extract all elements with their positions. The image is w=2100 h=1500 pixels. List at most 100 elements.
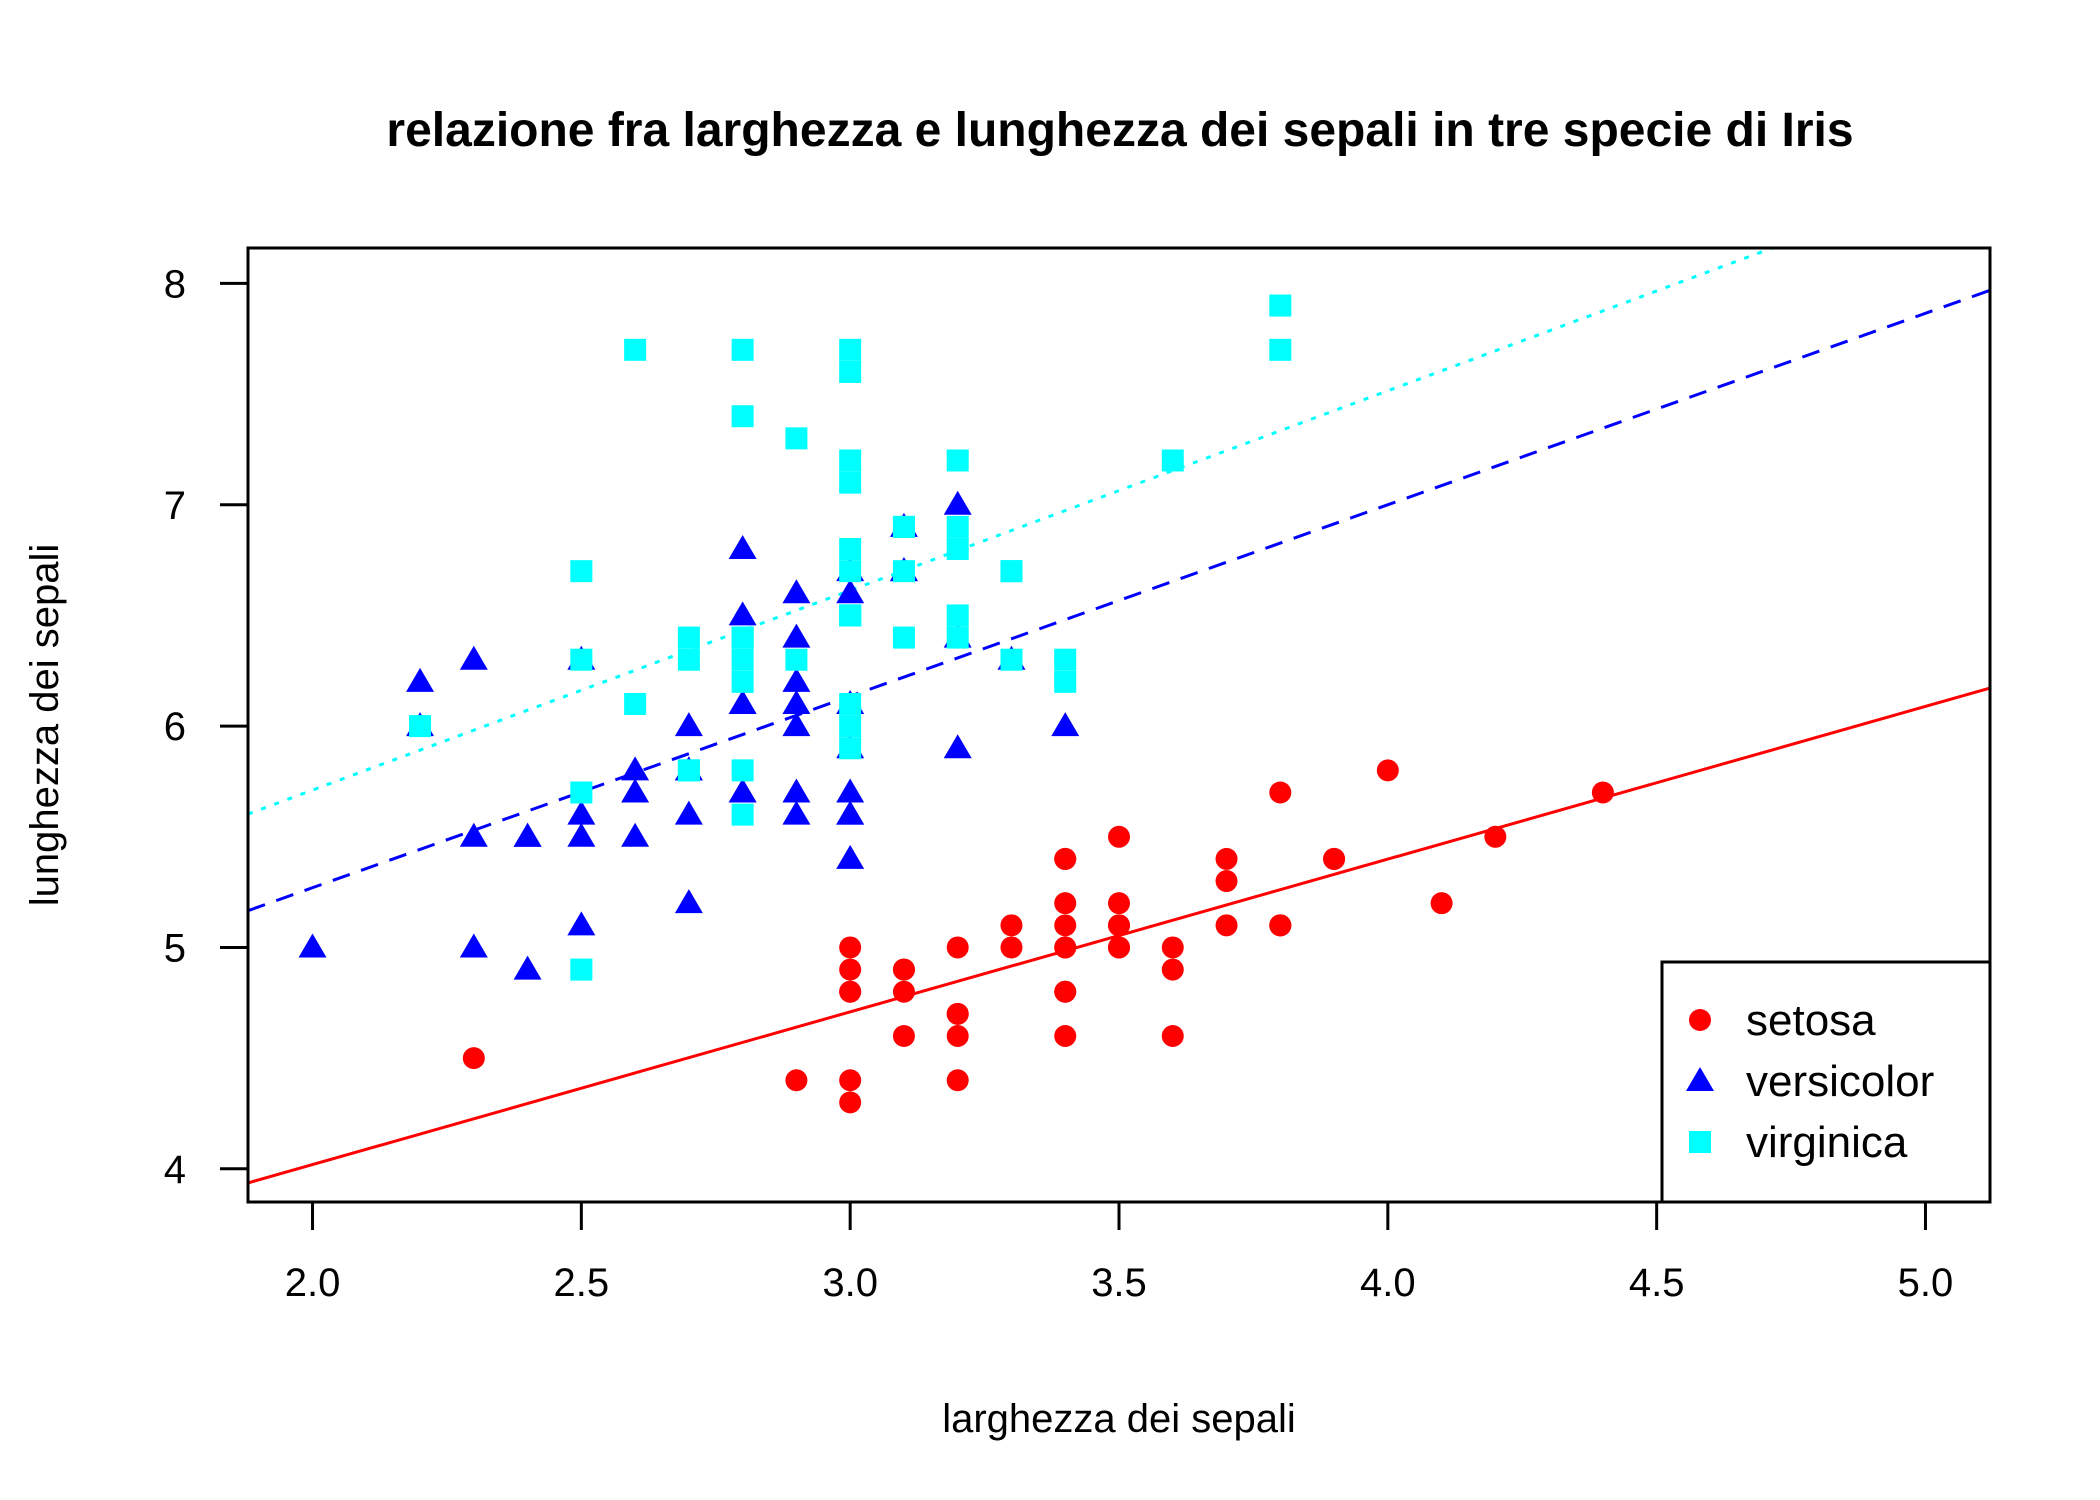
point-virginica <box>839 449 862 472</box>
point-setosa <box>1323 847 1346 870</box>
x-tick-label: 4.5 <box>1629 1261 1685 1305</box>
point-virginica <box>677 648 700 671</box>
point-setosa <box>1269 781 1292 804</box>
legend-label-versicolor: versicolor <box>1746 1057 1934 1106</box>
point-virginica <box>731 759 754 782</box>
point-setosa <box>1484 825 1507 848</box>
point-versicolor <box>674 889 703 914</box>
point-versicolor <box>836 800 865 825</box>
point-virginica <box>892 626 915 649</box>
regression-line-versicolor <box>248 288 1990 913</box>
point-setosa <box>1054 892 1077 915</box>
point-virginica <box>677 759 700 782</box>
point-versicolor <box>621 778 650 803</box>
point-virginica <box>731 670 754 693</box>
point-virginica <box>839 360 862 383</box>
point-virginica <box>1269 294 1292 317</box>
point-setosa <box>839 936 862 959</box>
point-setosa <box>1161 1024 1184 1047</box>
point-setosa <box>1161 936 1184 959</box>
point-setosa <box>1054 1024 1077 1047</box>
point-virginica <box>946 449 969 472</box>
x-tick-label: 4.0 <box>1360 1261 1416 1305</box>
point-virginica <box>1000 560 1023 583</box>
point-setosa <box>839 1091 862 1114</box>
point-versicolor <box>728 778 757 803</box>
point-setosa <box>1215 847 1238 870</box>
point-versicolor <box>728 689 757 714</box>
point-setosa <box>892 980 915 1003</box>
x-tick-label: 2.0 <box>285 1261 341 1305</box>
point-versicolor <box>943 490 972 515</box>
data-points <box>298 294 1614 1114</box>
point-virginica <box>839 692 862 715</box>
point-setosa <box>1161 958 1184 981</box>
point-virginica <box>731 626 754 649</box>
point-versicolor <box>459 933 488 958</box>
point-versicolor <box>943 734 972 759</box>
point-setosa <box>1054 980 1077 1003</box>
legend-marker-versicolor <box>1686 1067 1714 1091</box>
legend-label-virginica: virginica <box>1746 1118 1908 1167</box>
legend-box <box>1660 960 1992 1204</box>
point-virginica <box>1161 449 1184 472</box>
point-virginica <box>1054 670 1077 693</box>
point-versicolor <box>728 535 757 560</box>
point-virginica <box>731 405 754 428</box>
point-versicolor <box>621 756 650 781</box>
point-virginica <box>1269 338 1292 361</box>
point-versicolor <box>513 822 542 847</box>
point-virginica <box>946 515 969 538</box>
point-versicolor <box>1051 712 1080 737</box>
point-virginica <box>839 604 862 627</box>
point-versicolor <box>836 844 865 869</box>
point-versicolor <box>674 800 703 825</box>
point-setosa <box>1000 936 1023 959</box>
point-setosa <box>1108 936 1130 959</box>
point-setosa <box>1269 914 1292 937</box>
point-versicolor <box>782 689 811 714</box>
point-versicolor <box>459 645 488 670</box>
point-virginica <box>570 560 593 583</box>
point-setosa <box>1108 825 1130 848</box>
point-virginica <box>677 626 700 649</box>
point-setosa <box>1215 870 1238 893</box>
point-virginica <box>839 715 862 738</box>
point-versicolor <box>782 623 811 648</box>
point-virginica <box>839 560 862 583</box>
point-versicolor <box>459 822 488 847</box>
point-virginica <box>946 604 969 627</box>
point-setosa <box>1108 914 1130 937</box>
point-setosa <box>946 1069 969 1092</box>
point-setosa <box>1000 914 1023 937</box>
point-versicolor <box>782 778 811 803</box>
point-versicolor <box>298 933 327 958</box>
x-tick-label: 5.0 <box>1898 1261 1954 1305</box>
point-virginica <box>892 515 915 538</box>
y-tick-label: 6 <box>164 705 186 749</box>
point-virginica <box>624 338 647 361</box>
chart-title: relazione fra larghezza e lunghezza dei … <box>386 104 1853 157</box>
y-tick-label: 4 <box>164 1148 186 1192</box>
regression-line-virginica <box>248 248 1777 816</box>
point-versicolor <box>782 800 811 825</box>
point-virginica <box>624 692 647 715</box>
point-setosa <box>839 1069 862 1092</box>
point-versicolor <box>782 667 811 692</box>
x-tick-label: 3.5 <box>1091 1261 1147 1305</box>
point-virginica <box>946 538 969 561</box>
legend: setosa versicolor virginica <box>1660 960 1992 1204</box>
point-setosa <box>785 1069 808 1092</box>
point-setosa <box>1054 847 1077 870</box>
point-setosa <box>1054 914 1077 937</box>
point-virginica <box>1000 648 1023 671</box>
point-versicolor <box>836 579 865 604</box>
point-virginica <box>785 427 808 450</box>
point-versicolor <box>567 822 596 847</box>
point-versicolor <box>513 955 542 980</box>
y-tick-label: 8 <box>164 262 186 306</box>
point-versicolor <box>782 579 811 604</box>
point-virginica <box>731 803 754 826</box>
point-virginica <box>731 338 754 361</box>
